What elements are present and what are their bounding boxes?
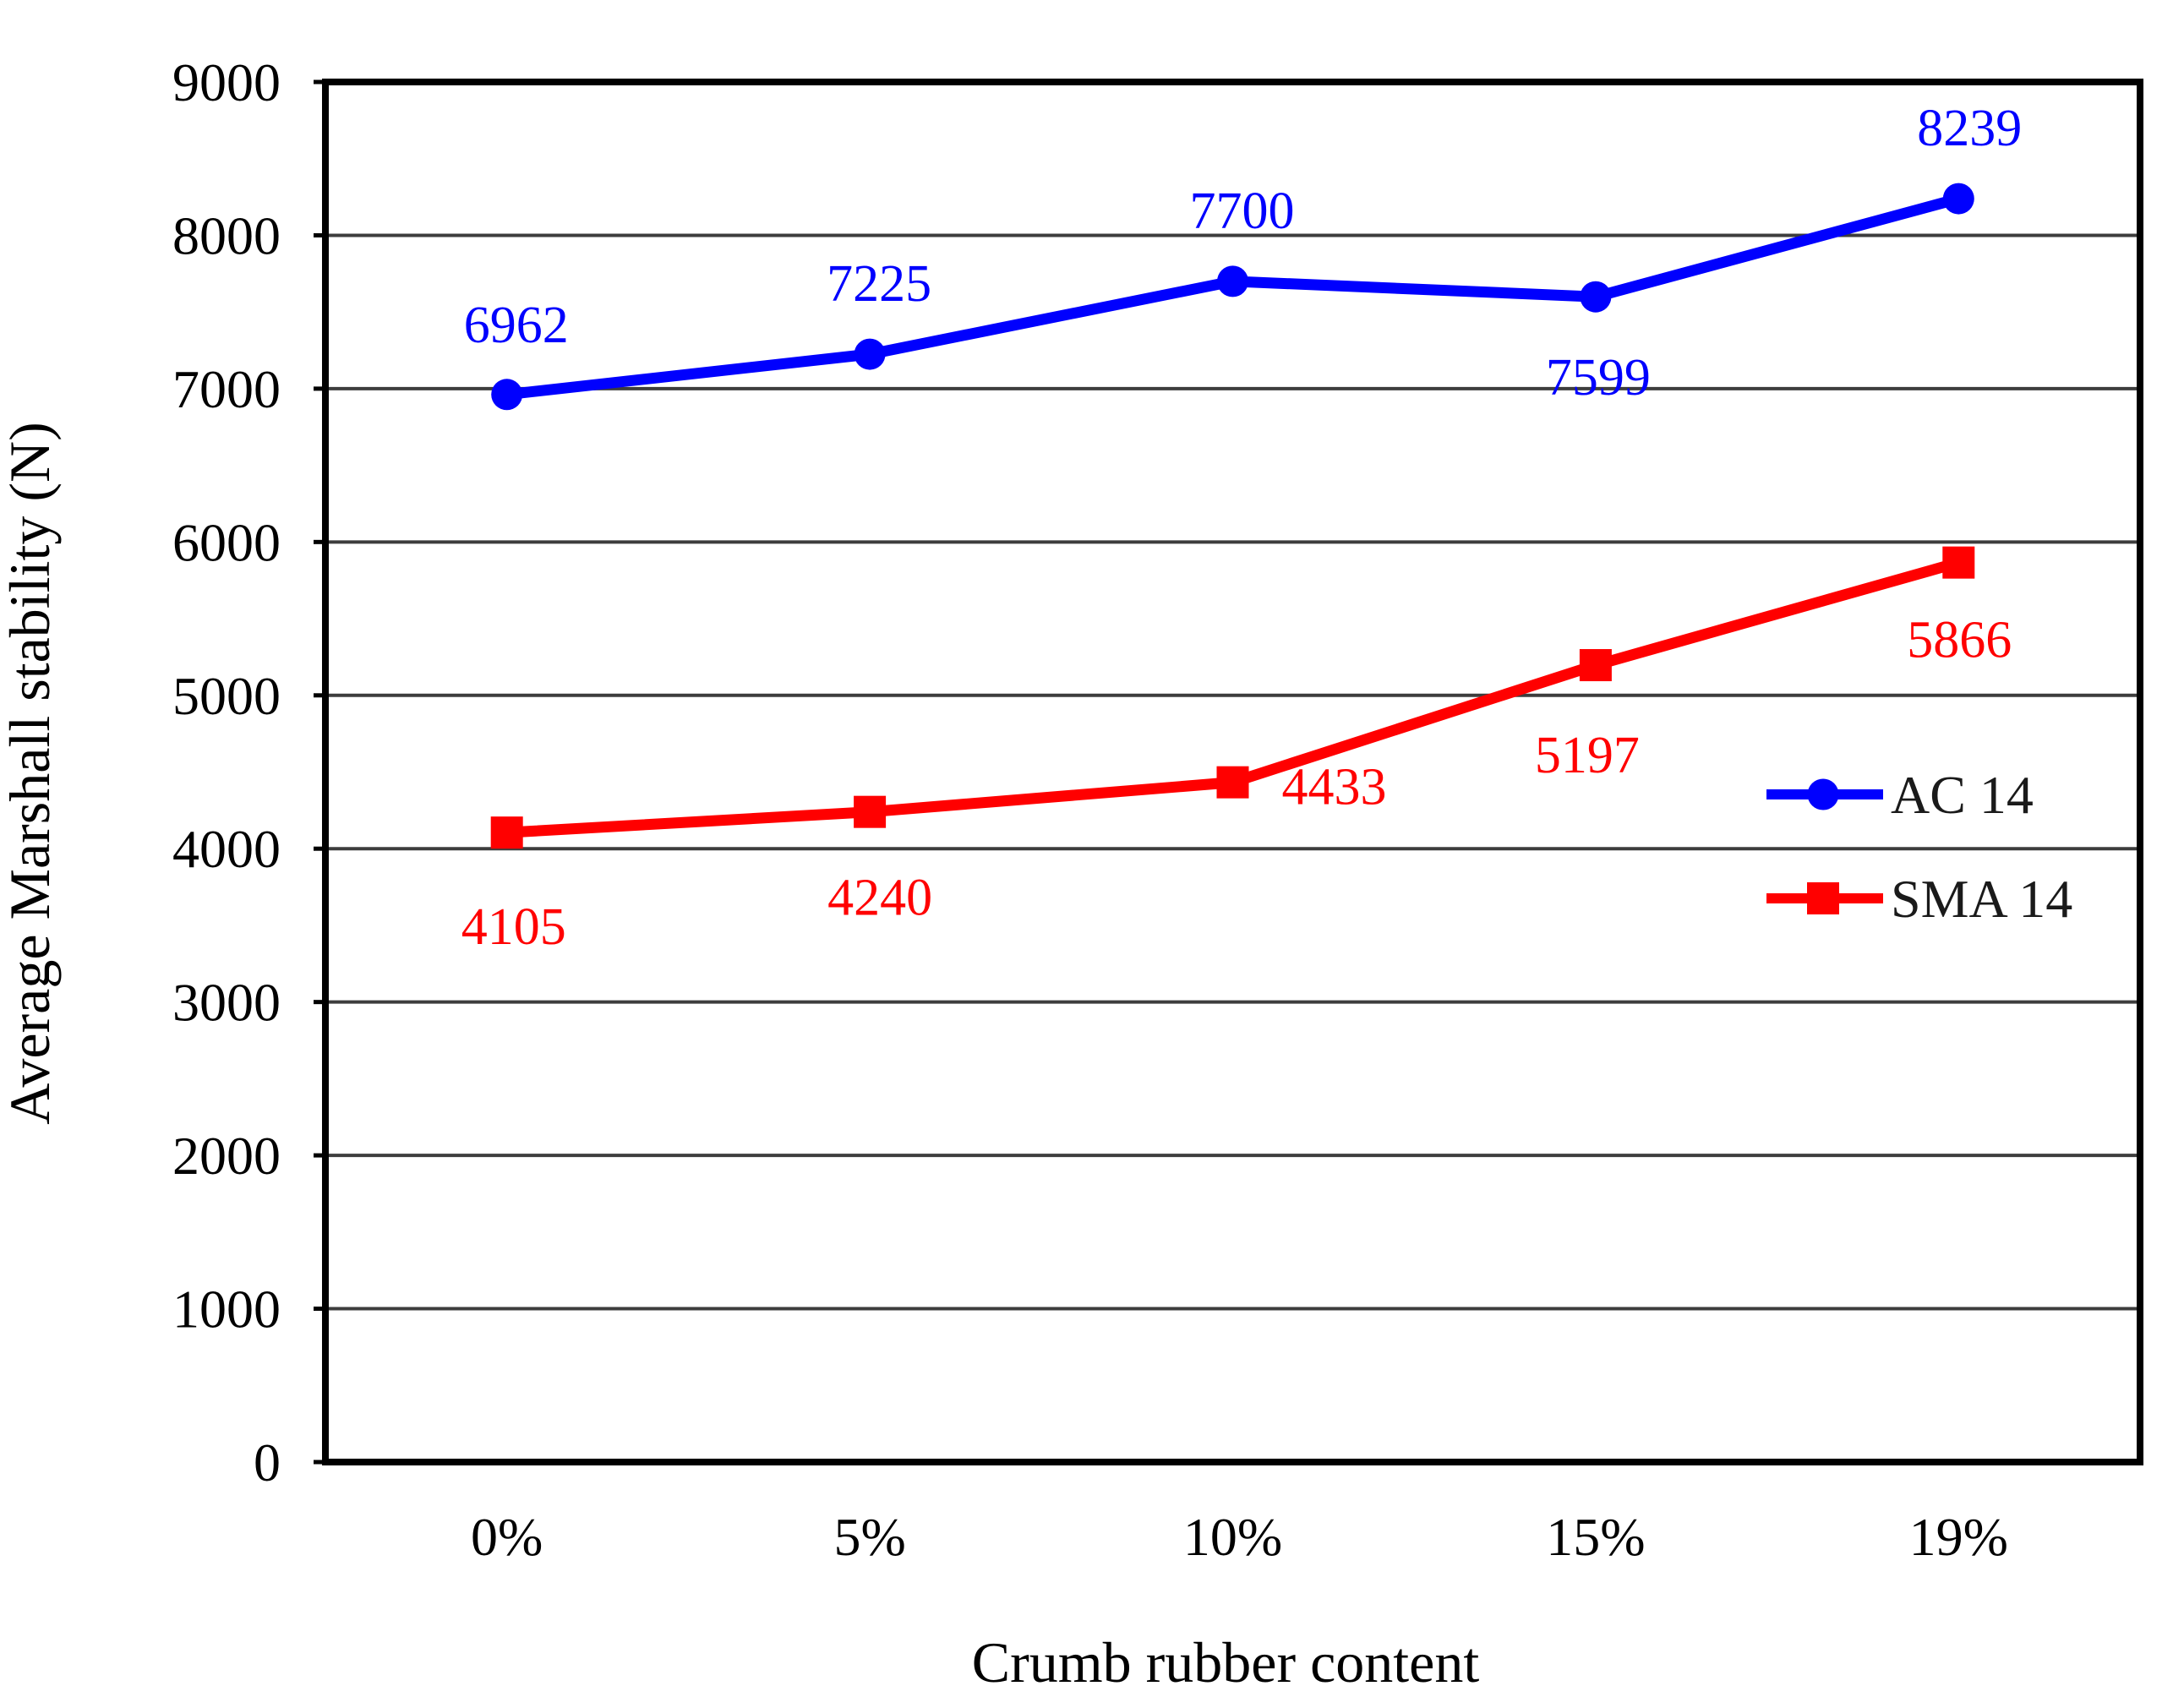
y-tick-label: 9000 [172, 52, 281, 112]
sma-14-marker [854, 795, 887, 828]
sma-14-marker [1216, 766, 1249, 799]
plot-border [322, 79, 2143, 1465]
y-tick-label: 3000 [172, 973, 281, 1033]
y-tick-label: 2000 [172, 1126, 281, 1186]
legend-sma-14-marker [1807, 882, 1839, 914]
ac-14-data-label: 7225 [827, 255, 931, 313]
y-tick-label: 5000 [172, 666, 281, 726]
sma-14-data-label: 4240 [827, 870, 932, 927]
plot-area: 9000 8000 7000 6000 5000 4000 3000 2000 1000 0 0% 5… [172, 52, 2143, 1567]
sma-14-data-label: 5197 [1535, 727, 1640, 784]
sma-14-data-label: 4433 [1282, 759, 1387, 816]
y-tick-label: 1000 [172, 1280, 281, 1340]
sma-14-marker [1579, 649, 1612, 682]
legend-label-ac-14: AC 14 [1891, 765, 2034, 825]
ac-14-marker [854, 338, 886, 370]
legend-label-sma-14: SMA 14 [1891, 869, 2072, 929]
x-tick-label: 19% [1909, 1507, 2008, 1567]
sma-14-marker [490, 816, 523, 849]
x-axis-title: Crumb rubber content [972, 1630, 1480, 1694]
y-tick-label: 7000 [172, 359, 281, 419]
y-tick-label: 4000 [172, 819, 281, 879]
legend-ac-14-marker [1807, 778, 1839, 810]
ac-14-marker [1217, 265, 1248, 297]
ac-14-data-label: 6962 [464, 297, 569, 354]
ac-14-data-label: 7700 [1190, 183, 1295, 240]
x-tick-label: 5% [833, 1507, 905, 1567]
x-tick-label: 0% [471, 1507, 543, 1567]
x-tick-label: 15% [1546, 1507, 1645, 1567]
ac-14-data-label: 8239 [1917, 100, 2022, 157]
y-tick-label: 8000 [172, 205, 281, 265]
y-axis-title: Average Marshall stability (N) [0, 422, 62, 1124]
sma-14-data-label: 4105 [461, 898, 566, 956]
y-tick-label: 6000 [172, 512, 281, 572]
ac-14-data-label: 7599 [1546, 349, 1651, 407]
sma-14-marker [1942, 546, 1975, 579]
y-tick-label: 0 [254, 1432, 281, 1492]
ac-14-marker [491, 379, 523, 411]
ac-14-marker [1942, 183, 1974, 215]
x-tick-label: 10% [1183, 1507, 1282, 1567]
sma-14-data-label: 5866 [1907, 612, 2012, 669]
ac-14-marker [1580, 281, 1612, 313]
